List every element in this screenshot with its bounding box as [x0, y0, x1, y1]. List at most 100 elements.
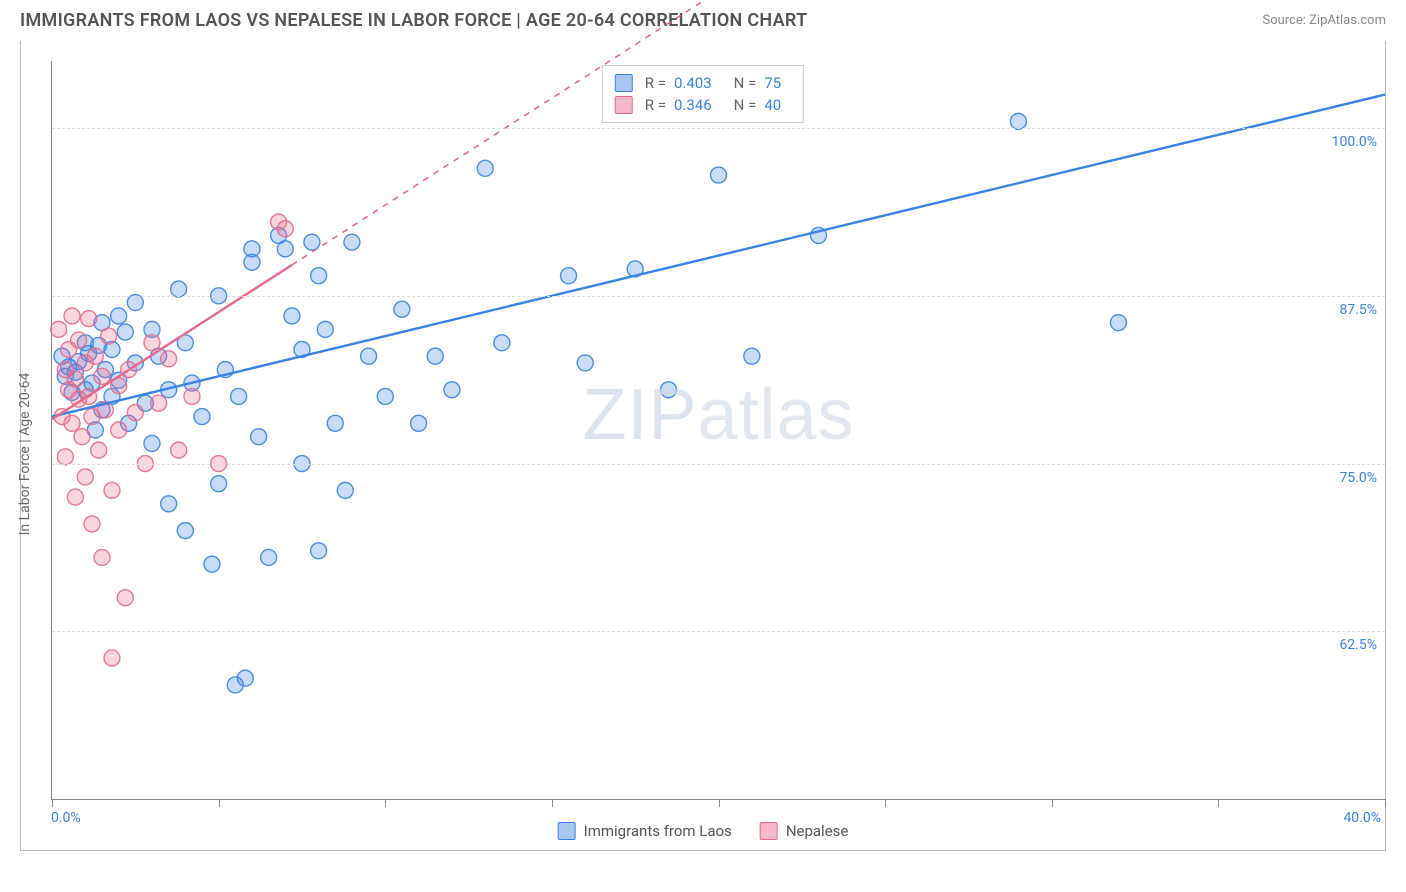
data-point	[111, 422, 127, 438]
data-point	[51, 321, 67, 337]
data-point	[184, 388, 200, 404]
stat-r-label: R =	[645, 74, 666, 92]
data-point	[317, 321, 333, 337]
data-point	[161, 351, 177, 367]
series-legend: Immigrants from Laos Nepalese	[558, 822, 849, 840]
stat-r-label: R =	[645, 96, 666, 114]
x-tick	[552, 799, 553, 807]
data-point	[117, 590, 133, 606]
y-tick-label: 75.0%	[1337, 470, 1379, 486]
data-point	[144, 435, 160, 451]
data-point	[91, 442, 107, 458]
data-point	[284, 308, 300, 324]
data-point	[304, 234, 320, 250]
x-tick	[1385, 799, 1386, 807]
data-point	[177, 523, 193, 539]
legend-label: Nepalese	[786, 822, 849, 840]
source-label: Source: ZipAtlas.com	[1262, 13, 1386, 28]
data-point	[311, 543, 327, 559]
data-point	[74, 429, 90, 445]
x-axis-max-label: 40.0%	[1343, 810, 1381, 826]
legend-swatch	[615, 96, 633, 114]
data-point	[661, 382, 677, 398]
y-axis-label: In Labor Force | Age 20-64	[17, 372, 33, 535]
data-point	[1110, 315, 1126, 331]
data-point	[104, 650, 120, 666]
scatter-svg	[52, 61, 1385, 799]
data-point	[104, 482, 120, 498]
stat-n-label: N =	[734, 96, 757, 114]
gridline	[52, 296, 1385, 297]
x-tick	[1052, 799, 1053, 807]
data-point	[344, 234, 360, 250]
data-point	[261, 549, 277, 565]
x-tick	[885, 799, 886, 807]
x-axis-min-label: 0.0%	[51, 810, 81, 826]
data-point	[411, 415, 427, 431]
data-point	[361, 348, 377, 364]
data-point	[1010, 113, 1026, 129]
data-point	[67, 371, 83, 387]
chart-title: IMMIGRANTS FROM LAOS VS NEPALESE IN LABO…	[20, 10, 807, 31]
data-point	[744, 348, 760, 364]
stat-r-value: 0.403	[674, 74, 712, 92]
data-point	[231, 388, 247, 404]
data-point	[101, 328, 117, 344]
regression-line	[292, 0, 735, 265]
data-point	[127, 405, 143, 421]
gridline	[52, 464, 1385, 465]
data-point	[151, 395, 167, 411]
gridline	[52, 631, 1385, 632]
data-point	[77, 469, 93, 485]
y-tick-label: 100.0%	[1330, 134, 1379, 150]
correlation-legend: R = 0.403 N = 75 R = 0.346 N = 40	[602, 65, 804, 123]
data-point	[161, 496, 177, 512]
data-point	[171, 442, 187, 458]
legend-label: Immigrants from Laos	[584, 822, 732, 840]
data-point	[171, 281, 187, 297]
data-point	[311, 268, 327, 284]
data-point	[194, 409, 210, 425]
stat-r-value: 0.346	[674, 96, 712, 114]
data-point	[84, 516, 100, 532]
data-point	[561, 268, 577, 284]
data-point	[711, 167, 727, 183]
gridline	[52, 128, 1385, 129]
data-point	[127, 295, 143, 311]
data-point	[394, 301, 410, 317]
data-point	[94, 549, 110, 565]
data-point	[277, 241, 293, 257]
x-tick	[52, 799, 53, 807]
legend-item: Nepalese	[760, 822, 849, 840]
data-point	[211, 476, 227, 492]
y-tick-label: 62.5%	[1337, 637, 1379, 653]
x-tick	[385, 799, 386, 807]
data-point	[117, 324, 133, 340]
plot-area: ZIPatlas 62.5%75.0%87.5%100.0%	[51, 61, 1385, 800]
data-point	[444, 382, 460, 398]
data-point	[237, 670, 253, 686]
legend-row: R = 0.346 N = 40	[615, 94, 791, 116]
data-point	[64, 415, 80, 431]
data-point	[327, 415, 343, 431]
data-point	[204, 556, 220, 572]
stat-n-value: 40	[764, 96, 781, 114]
data-point	[144, 335, 160, 351]
data-point	[427, 348, 443, 364]
legend-swatch	[558, 822, 576, 840]
y-tick-label: 87.5%	[1337, 302, 1379, 318]
stat-n-label: N =	[734, 74, 757, 92]
data-point	[71, 332, 87, 348]
data-point	[111, 308, 127, 324]
data-point	[81, 311, 97, 327]
data-point	[494, 335, 510, 351]
data-point	[337, 482, 353, 498]
data-point	[277, 221, 293, 237]
data-point	[67, 489, 83, 505]
data-point	[251, 429, 267, 445]
x-tick	[219, 799, 220, 807]
legend-item: Immigrants from Laos	[558, 822, 732, 840]
legend-swatch	[760, 822, 778, 840]
stat-n-value: 75	[764, 74, 781, 92]
data-point	[377, 388, 393, 404]
